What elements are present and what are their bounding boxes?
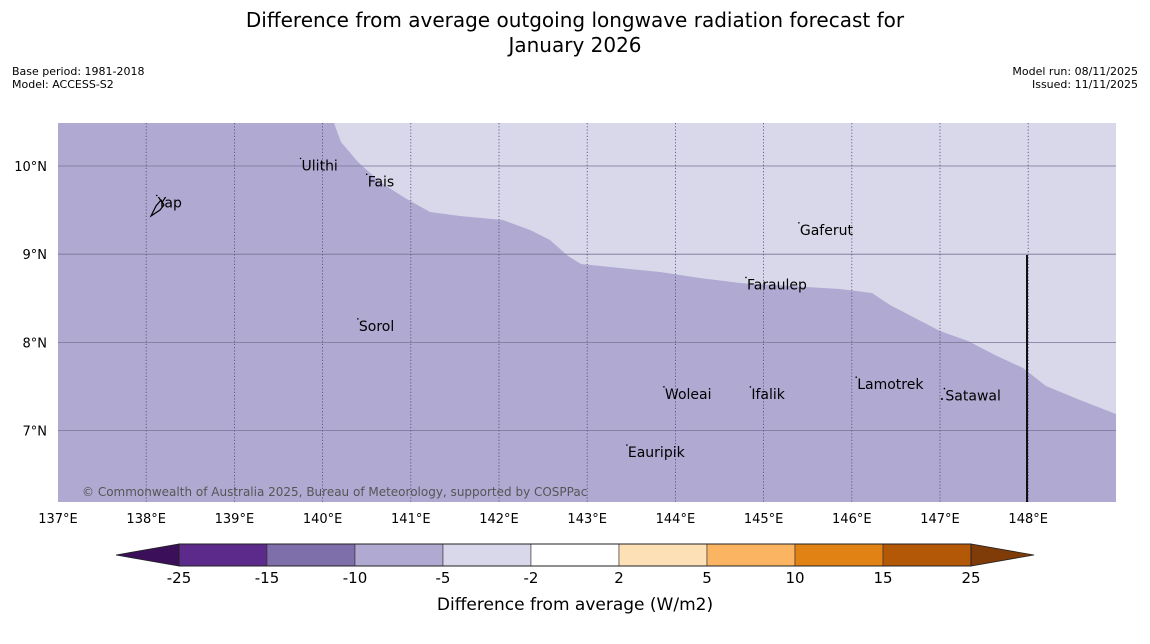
colorbar-tick-label: -15 (255, 569, 280, 587)
lat-tick-labels: 10°N 9°N 8°N 7°N (14, 160, 47, 440)
colorbar-tick-label: 25 (961, 569, 980, 587)
lon-gridlines (145, 123, 1029, 502)
place-label: Lamotrek (857, 377, 924, 393)
place-label: Yap (157, 195, 182, 211)
place-marker (626, 444, 628, 446)
colorbar-bin (178, 543, 268, 567)
lon-tick-label: 146°E (832, 512, 872, 527)
lon-tick-label: 137°E (38, 512, 78, 527)
chart-title: Difference from average outgoing longwav… (0, 8, 1150, 58)
meta-right: Model run: 08/11/2025 Issued: 11/11/2025 (1012, 65, 1138, 91)
colorbar-bin (706, 543, 796, 567)
place-label: Woleai (665, 387, 712, 403)
place-label: Sorol (359, 319, 394, 335)
place-marker (155, 194, 158, 197)
place-marker (798, 221, 800, 224)
colorbar-bin (530, 543, 620, 567)
lon-tick-label: 141°E (391, 512, 431, 527)
place-label: Eauripik (628, 445, 686, 461)
lat-tick-label: 10°N (14, 160, 47, 175)
place-label: Ifalik (751, 387, 785, 403)
colorbar-bin (618, 543, 708, 567)
place-marker (365, 173, 368, 176)
colorbar-tick-label: 2 (614, 569, 624, 587)
small-islet (941, 398, 943, 400)
lon-tick-label: 138°E (126, 512, 166, 527)
place-marker (663, 386, 665, 388)
colorbar-outline (178, 543, 972, 567)
place-marker (749, 386, 752, 388)
lon-tick-label: 147°E (920, 512, 960, 527)
place-label: Fais (368, 174, 395, 190)
colorbar-bin (266, 543, 356, 567)
colorbar-tick-label: -25 (167, 569, 192, 587)
lon-tick-label: 144°E (656, 512, 696, 527)
colorbar-tick-label: 10 (785, 569, 804, 587)
lon-tick-label: 139°E (215, 512, 255, 527)
colorbar-tick-label: 15 (873, 569, 892, 587)
place-label: Gaferut (800, 223, 854, 239)
copyright-text: © Commonwealth of Australia 2025, Bureau… (82, 485, 587, 499)
map-region-band-minus5-minus2 (334, 123, 1116, 414)
lon-tick-labels: 137°E 138°E 139°E 140°E 141°E 142°E 143°E 144°E… (38, 512, 1048, 527)
lon-tick-label: 140°E (303, 512, 343, 527)
place-marker (745, 276, 747, 279)
place-marker (943, 387, 946, 390)
place-label: Faraulep (747, 277, 807, 293)
yap-island-shape (149, 198, 165, 218)
title-line-2: January 2026 (508, 33, 642, 57)
colorbar-tick-label: 5 (702, 569, 712, 587)
model-name: Model: ACCESS-S2 (12, 78, 114, 91)
lat-tick-label: 9°N (23, 248, 48, 263)
lon-tick-label: 148°E (1008, 512, 1048, 527)
base-period: Base period: 1981-2018 (12, 65, 145, 78)
colorbar-extend-max (970, 543, 1035, 567)
lat-tick-label: 8°N (23, 336, 48, 351)
lon-tick-label: 143°E (567, 512, 607, 527)
place-marker (357, 318, 359, 320)
meta-left: Base period: 1981-2018 Model: ACCESS-S2 (12, 65, 144, 91)
place-marker (855, 376, 858, 378)
colorbar-tick-label: -5 (436, 569, 451, 587)
place-labels: Ulithi Fais Yap Gaferut Faraulep Sorol Lamotre… (155, 157, 1001, 461)
colorbar-bin (354, 543, 444, 567)
colorbar: -25 -15 -10 -5 -2 2 5 10 15 25 (115, 543, 1035, 587)
colorbar-bin (882, 543, 972, 567)
lon-tick-label: 145°E (744, 512, 784, 527)
title-line-1: Difference from average outgoing longwav… (245, 8, 905, 32)
colorbar-title: Difference from average (W/m2) (437, 595, 713, 615)
colorbar-bin (794, 543, 884, 567)
issued-date: Issued: 11/11/2025 (1031, 78, 1138, 91)
colorbar-tick-label: -2 (524, 569, 539, 587)
place-marker (299, 157, 302, 160)
lat-tick-label: 7°N (23, 425, 48, 440)
lon-tick-label: 142°E (479, 512, 519, 527)
place-label: Satawal (945, 389, 1000, 405)
model-run: Model run: 08/11/2025 (1012, 65, 1138, 78)
colorbar-bin (442, 543, 532, 567)
colorbar-extend-min (115, 543, 180, 567)
colorbar-tick-label: -10 (343, 569, 368, 587)
place-label: Ulithi (302, 158, 338, 174)
